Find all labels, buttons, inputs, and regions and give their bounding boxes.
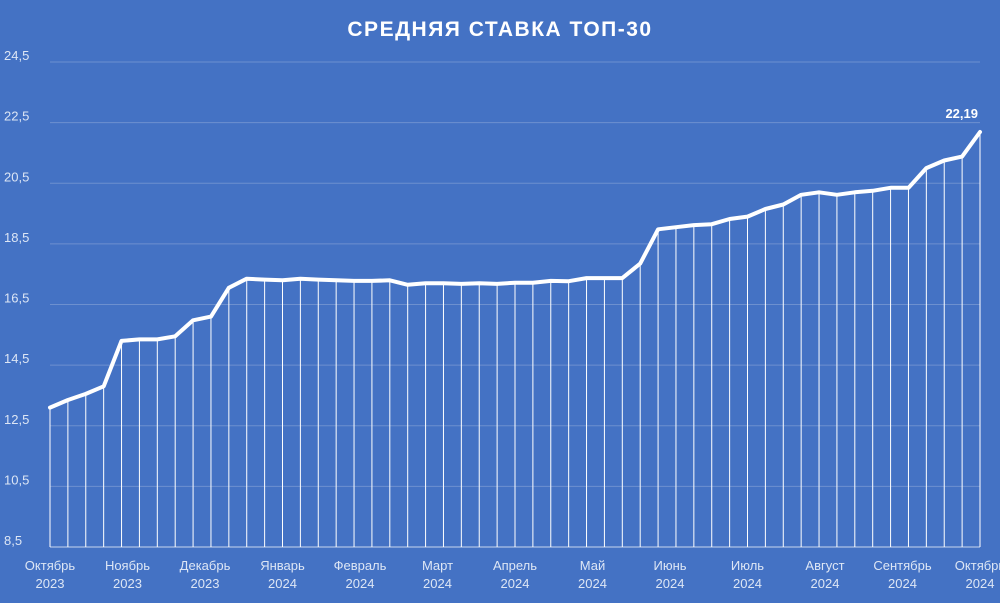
chart-title: СРЕДНЯЯ СТАВКА ТОП-30 [347,18,653,41]
x-tick-label-year: 2024 [423,576,452,591]
data-point [209,315,213,319]
y-tick-label: 8,5 [4,533,22,548]
x-tick-label-year: 2023 [191,576,220,591]
x-tick-label-year: 2024 [888,576,917,591]
data-point [906,186,911,190]
x-tick-label-year: 2024 [501,576,530,591]
data-point [370,279,374,283]
x-tick-label-year: 2024 [268,576,297,591]
data-point [710,222,714,226]
y-tick-label: 22,5 [4,109,29,124]
data-point [620,276,624,280]
x-tick-label-year: 2024 [346,576,375,591]
data-point [549,279,553,283]
x-tick-label-month: Февраль [334,558,387,573]
data-point [799,193,803,197]
x-tick-label-month: Июнь [653,558,686,573]
x-tick-label-month: Июль [731,558,764,573]
data-point [245,277,249,281]
x-tick-label-year: 2024 [578,576,607,591]
x-tick-label-month: Октябрь [25,558,76,573]
data-point [84,392,88,396]
x-tick-label-year: 2023 [36,576,65,591]
x-tick-label-month: Декабрь [180,558,231,573]
data-point [745,214,750,219]
x-tick-label-month: Апрель [493,558,537,573]
data-point [137,337,142,341]
data-point [352,279,356,283]
data-point [888,186,893,190]
data-point [173,334,177,338]
data-point [155,337,159,341]
data-point [102,384,106,388]
data-point [477,281,481,285]
data-point [531,281,535,285]
data-point [298,277,302,281]
y-tick-label: 18,5 [4,230,29,245]
data-point [871,189,875,193]
data-point [119,339,124,343]
x-tick-label-month: Январь [260,558,305,573]
data-point [656,227,660,231]
x-tick-label-year: 2024 [656,576,685,591]
data-point [638,261,642,266]
x-tick-label-month: Ноябрь [105,558,150,573]
x-tick-label-month: Март [422,558,453,573]
x-tick-label-month: Май [580,558,605,573]
data-point [48,405,52,410]
data-point [978,130,982,134]
data-point [817,190,821,194]
data-point [459,282,463,286]
y-tick-label: 14,5 [4,351,29,366]
data-label-last: 22,19 [945,106,978,121]
y-tick-label: 20,5 [4,169,29,184]
data-point [423,281,428,285]
y-tick-label: 16,5 [4,291,29,306]
y-tick-label: 12,5 [4,412,29,427]
y-tick-label: 24,5 [4,48,29,63]
data-point [942,158,946,163]
data-point [191,318,195,322]
data-point [263,278,267,282]
data-point [280,278,285,282]
data-point [602,276,607,280]
x-tick-label-month: Октябрь [955,558,1000,573]
x-tick-label-year: 2024 [733,576,762,591]
data-point [781,202,785,207]
data-point [334,278,338,282]
data-point [406,283,410,287]
data-point [692,223,696,227]
data-point [567,279,571,283]
data-point [66,398,70,402]
data-point [853,190,857,194]
data-point [924,166,928,170]
data-point [960,154,964,159]
x-tick-label-year: 2024 [811,576,840,591]
x-tick-label-month: Август [805,558,844,573]
data-point [227,286,231,290]
data-point [316,278,320,282]
data-point [388,278,392,282]
y-tick-label: 10,5 [4,472,29,487]
data-point [441,281,446,285]
data-point [763,207,767,211]
x-tick-label-month: Сентябрь [873,558,931,573]
x-tick-label-year: 2023 [113,576,142,591]
data-point [674,225,678,229]
data-point [728,217,732,221]
data-point [495,282,499,286]
data-point [835,193,839,197]
data-point [513,281,517,285]
data-point [584,276,589,280]
x-tick-label-year: 2024 [966,576,995,591]
